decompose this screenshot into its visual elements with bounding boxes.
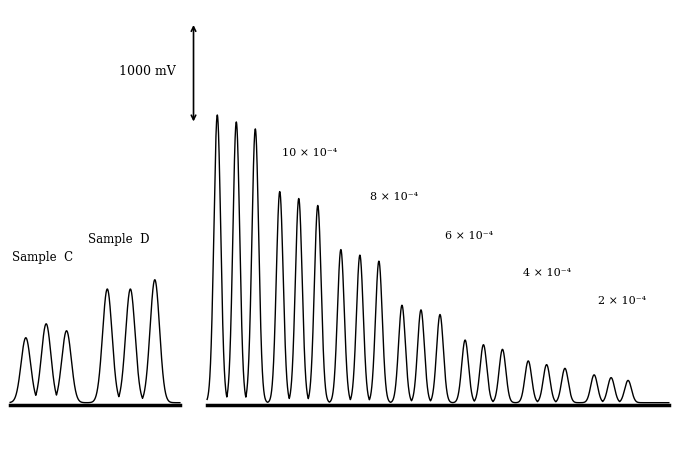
Text: 8 × 10⁻⁴: 8 × 10⁻⁴ — [370, 191, 418, 201]
Text: 2 × 10⁻⁴: 2 × 10⁻⁴ — [598, 295, 646, 306]
Text: 4 × 10⁻⁴: 4 × 10⁻⁴ — [523, 268, 571, 278]
Text: 10 × 10⁻⁴: 10 × 10⁻⁴ — [282, 147, 337, 157]
Text: Sample  D: Sample D — [88, 232, 150, 245]
Text: 1000 mV: 1000 mV — [119, 65, 176, 78]
Text: 6 × 10⁻⁴: 6 × 10⁻⁴ — [445, 231, 493, 241]
Text: Sample  C: Sample C — [12, 251, 73, 264]
